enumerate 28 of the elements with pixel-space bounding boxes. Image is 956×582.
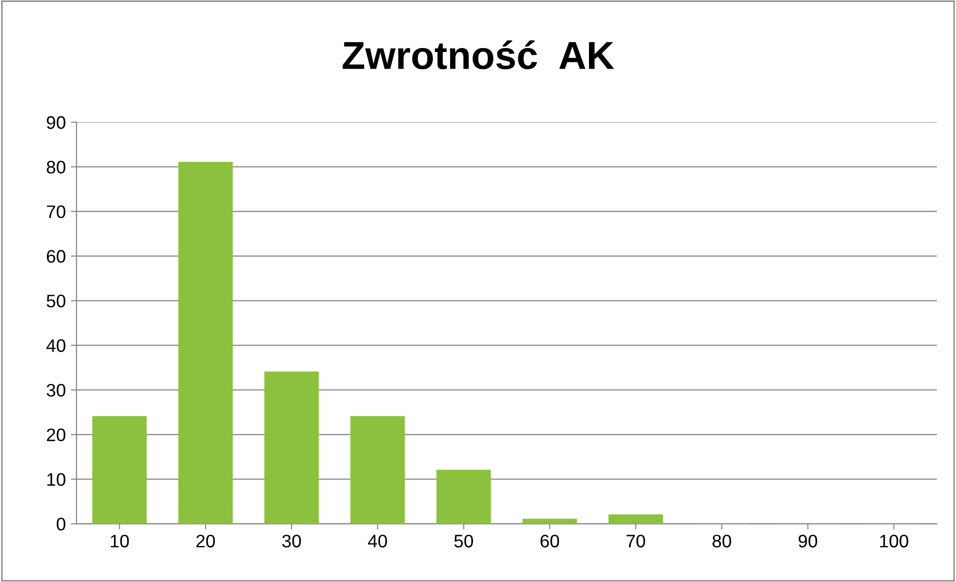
x-tick-label: 10: [110, 534, 129, 548]
y-tick-label: 90: [46, 116, 66, 129]
x-tick-label: 80: [712, 534, 732, 548]
bar: [92, 416, 147, 524]
x-tick-label: 40: [368, 534, 387, 548]
y-tick-label: 30: [46, 384, 66, 397]
y-tick-label: 80: [46, 160, 66, 174]
x-tick-label: 50: [454, 534, 473, 548]
y-tick-label: 60: [46, 250, 66, 263]
x-tick-label: 60: [540, 534, 560, 548]
bar: [522, 518, 577, 524]
x-tick-label: 30: [282, 534, 301, 548]
x-tick-label: 90: [798, 534, 818, 548]
x-tick-label: 70: [626, 534, 646, 548]
x-tick-label: 20: [196, 534, 215, 548]
y-tick-label: 40: [46, 339, 66, 352]
y-tick-label: 70: [46, 205, 66, 218]
y-tick-label: 0: [56, 518, 66, 531]
chart-title: Zwrotność AK: [342, 40, 614, 70]
bar: [178, 162, 233, 524]
bar: [608, 514, 663, 524]
bar: [350, 416, 405, 524]
y-tick-label: 50: [46, 294, 66, 308]
bar: [264, 372, 319, 524]
y-tick-label: 10: [47, 473, 66, 486]
bar: [436, 470, 491, 524]
y-tick-label: 20: [46, 428, 66, 442]
x-tick-label: 100: [880, 534, 908, 548]
